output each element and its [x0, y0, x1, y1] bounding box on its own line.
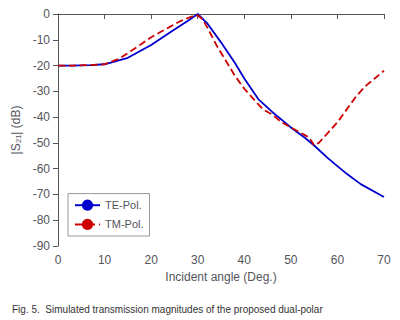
svg-text:-50: -50 [33, 136, 51, 150]
svg-text:Fig. 5. Simulated transmissio: Fig. 5. Simulated transmission magnitude… [12, 304, 323, 315]
svg-text:-10: -10 [33, 33, 51, 47]
svg-text:20: 20 [144, 253, 158, 267]
svg-text:10: 10 [98, 253, 112, 267]
svg-text:-60: -60 [33, 162, 51, 176]
svg-text:-90: -90 [33, 239, 51, 253]
svg-text:-20: -20 [33, 59, 51, 73]
svg-text:70: 70 [377, 253, 391, 267]
svg-text:-30: -30 [33, 84, 51, 98]
svg-text:-40: -40 [33, 110, 51, 124]
svg-text:50: 50 [284, 253, 298, 267]
svg-text:|S₂₁| (dB): |S₂₁| (dB) [9, 106, 23, 155]
svg-text:40: 40 [238, 253, 252, 267]
svg-text:-80: -80 [33, 213, 51, 227]
svg-text:TE-Pol.: TE-Pol. [105, 199, 142, 211]
svg-text:30: 30 [191, 253, 205, 267]
svg-text:60: 60 [331, 253, 345, 267]
svg-text:-70: -70 [33, 187, 51, 201]
svg-text:0: 0 [43, 7, 50, 21]
svg-text:TM-Pol.: TM-Pol. [105, 218, 144, 230]
svg-text:0: 0 [55, 253, 62, 267]
svg-text:Incident angle (Deg.): Incident angle (Deg.) [165, 270, 276, 284]
